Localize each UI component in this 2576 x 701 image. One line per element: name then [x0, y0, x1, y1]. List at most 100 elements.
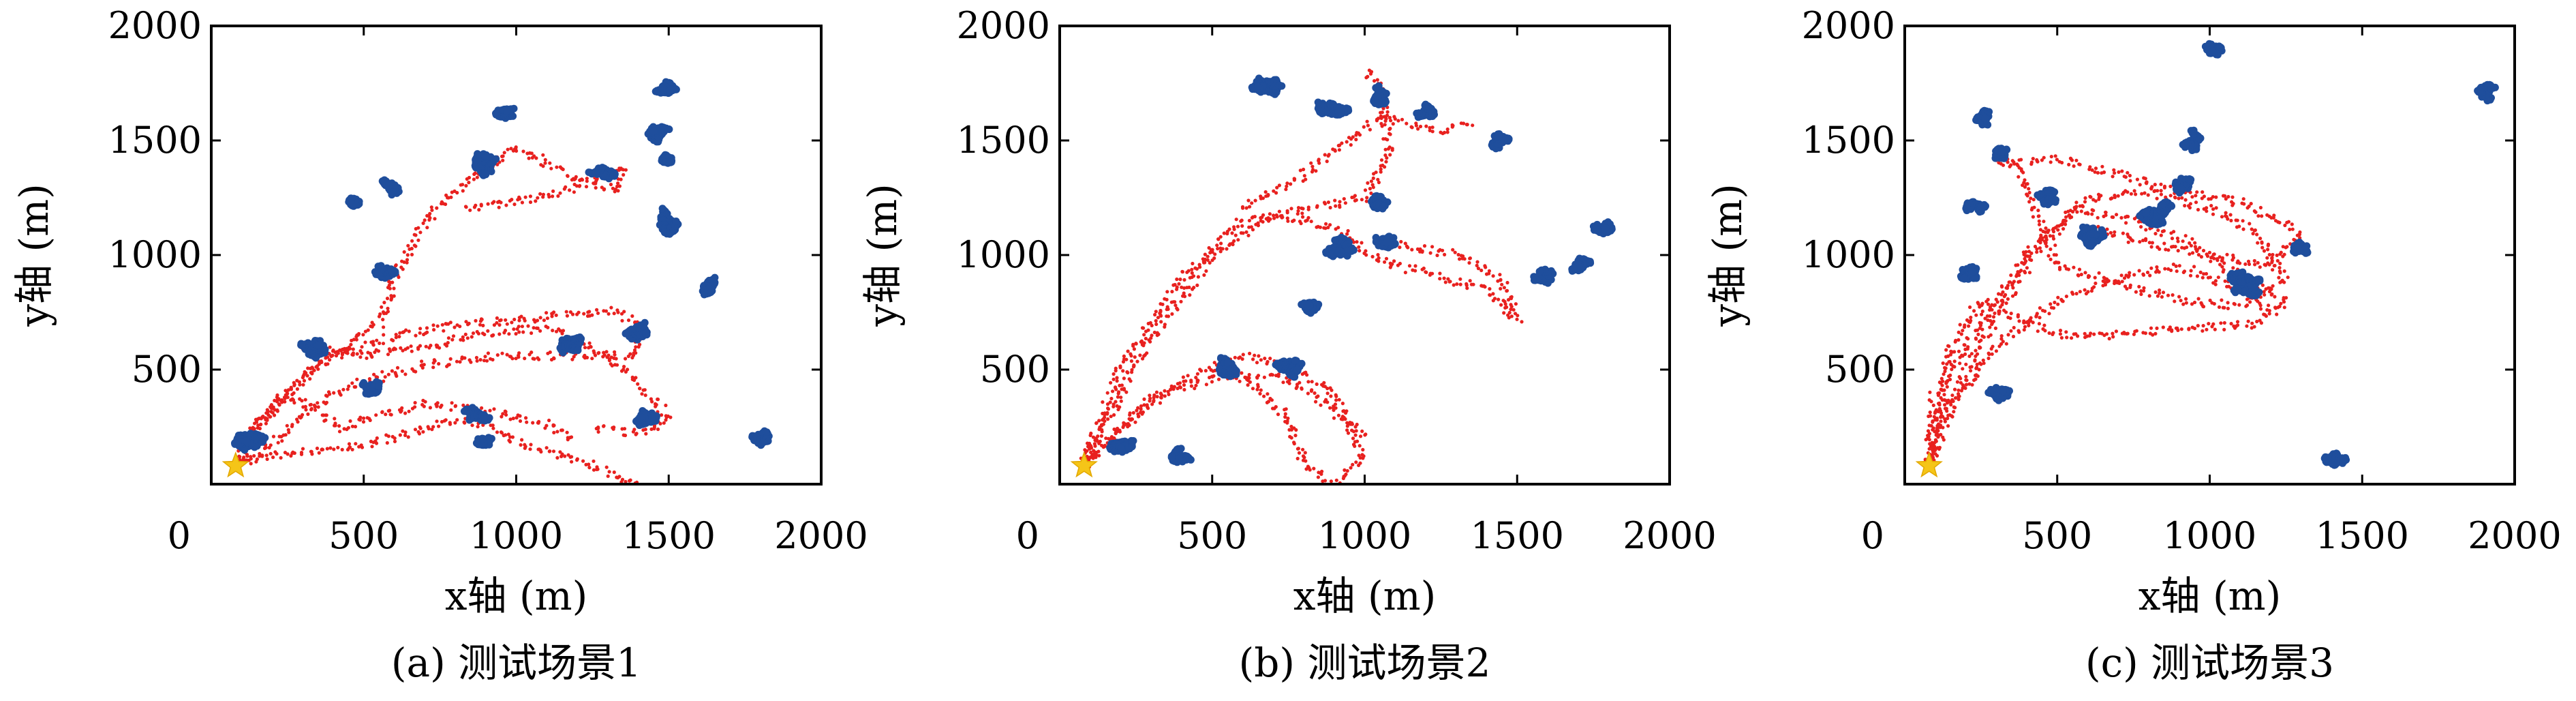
trajectory-point — [1284, 188, 1288, 192]
trajectory-point — [1099, 434, 1103, 438]
trajectory-point — [333, 423, 337, 428]
trajectory-point — [271, 434, 276, 438]
trajectory-point — [512, 327, 516, 331]
trajectory-point — [245, 453, 249, 457]
trajectory-point — [316, 364, 320, 368]
trajectory-point — [1374, 170, 1378, 175]
x-tick-label: 1000 — [470, 514, 563, 557]
trajectory-point — [374, 441, 379, 445]
trajectory-point — [405, 258, 410, 262]
trajectory-point — [357, 445, 361, 449]
trajectory-point — [531, 421, 535, 425]
trajectory-point — [398, 433, 402, 437]
trajectory-point — [393, 436, 397, 441]
trajectory-point — [518, 419, 523, 423]
trajectory-point — [1403, 271, 1407, 275]
trajectory-point — [1251, 357, 1255, 361]
trajectory-point — [1128, 411, 1132, 415]
obstacle-point — [482, 151, 490, 160]
trajectory-point — [1136, 412, 1140, 417]
trajectory-point — [1195, 378, 1199, 383]
trajectory-point — [523, 318, 527, 323]
trajectory-point — [1344, 411, 1348, 415]
trajectory-point — [1105, 391, 1109, 395]
trajectory-point — [1413, 269, 1417, 273]
trajectory-point — [1430, 130, 1435, 134]
trajectory-point — [1336, 413, 1340, 417]
trajectory-point — [1340, 416, 1345, 420]
trajectory-point — [1458, 257, 1462, 261]
trajectory-point — [269, 451, 273, 456]
trajectory-point — [1306, 391, 1310, 396]
trajectory-point — [596, 426, 600, 431]
trajectory-point — [1093, 450, 1098, 454]
trajectory-point — [609, 305, 613, 310]
trajectory-point — [1441, 248, 1445, 252]
trajectory-point — [664, 418, 668, 422]
trajectory-point — [1178, 381, 1182, 385]
trajectory-point — [256, 426, 260, 430]
trajectory-point — [273, 413, 277, 417]
trajectory-point — [1292, 177, 1296, 181]
trajectory-point — [354, 442, 358, 446]
trajectory-point — [448, 320, 453, 325]
trajectory-point — [332, 447, 336, 451]
trajectory-point — [423, 331, 428, 335]
trajectory-point — [1465, 283, 1469, 287]
trajectory-point — [652, 427, 656, 431]
trajectory-point — [249, 462, 253, 466]
trajectory-point — [1138, 353, 1142, 357]
trajectory-point — [368, 351, 373, 355]
trajectory-point — [445, 364, 449, 368]
trajectory-point — [355, 352, 359, 356]
trajectory-point — [1302, 174, 1306, 178]
trajectory-point — [410, 367, 414, 371]
trajectory-point — [350, 381, 354, 385]
trajectory-point — [1256, 385, 1260, 389]
trajectory-point — [1163, 389, 1167, 393]
trajectory-point — [1218, 250, 1223, 254]
trajectory-point — [360, 445, 365, 449]
trajectory-point — [561, 167, 565, 171]
trajectory-point — [545, 446, 549, 450]
trajectory-point — [1263, 357, 1267, 361]
trajectory-point — [392, 294, 396, 298]
obstacle-point — [1254, 83, 1262, 91]
trajectory-point — [628, 478, 632, 482]
trajectory-point — [1192, 286, 1196, 290]
trajectory-point — [1364, 76, 1368, 80]
trajectory-point — [1333, 149, 1337, 153]
trajectory-point — [1468, 256, 1472, 260]
trajectory-point — [354, 385, 358, 389]
trajectory-point — [1170, 312, 1174, 316]
trajectory-point — [1144, 336, 1148, 341]
trajectory-point — [568, 436, 572, 440]
trajectory-point — [1256, 221, 1260, 225]
trajectory-point — [444, 193, 448, 197]
trajectory-point — [1332, 416, 1336, 420]
trajectory-point — [1314, 169, 1318, 173]
trajectory-point — [534, 156, 538, 160]
trajectory-point — [541, 192, 546, 196]
trajectory-point — [264, 445, 268, 450]
trajectory-point — [438, 346, 442, 350]
trajectory-point — [1216, 377, 1221, 381]
trajectory-point — [339, 393, 343, 397]
trajectory-point — [1289, 207, 1293, 211]
trajectory-point — [1225, 247, 1229, 251]
trajectory-point — [1159, 391, 1163, 396]
trajectory-point — [1292, 218, 1296, 222]
trajectory-point — [482, 332, 487, 337]
trajectory-point — [1115, 376, 1119, 380]
trajectory-point — [1246, 198, 1251, 203]
trajectory-point — [1358, 249, 1362, 253]
trajectory-point — [1190, 267, 1194, 271]
trajectory-point — [1148, 393, 1152, 398]
trajectory-point — [584, 185, 589, 189]
trajectory-point — [1146, 328, 1150, 332]
trajectory-point — [386, 306, 390, 310]
trajectory-point — [382, 312, 386, 316]
obstacle-point — [1314, 98, 1322, 106]
trajectory-point — [497, 323, 502, 327]
trajectory-point — [1153, 312, 1157, 317]
